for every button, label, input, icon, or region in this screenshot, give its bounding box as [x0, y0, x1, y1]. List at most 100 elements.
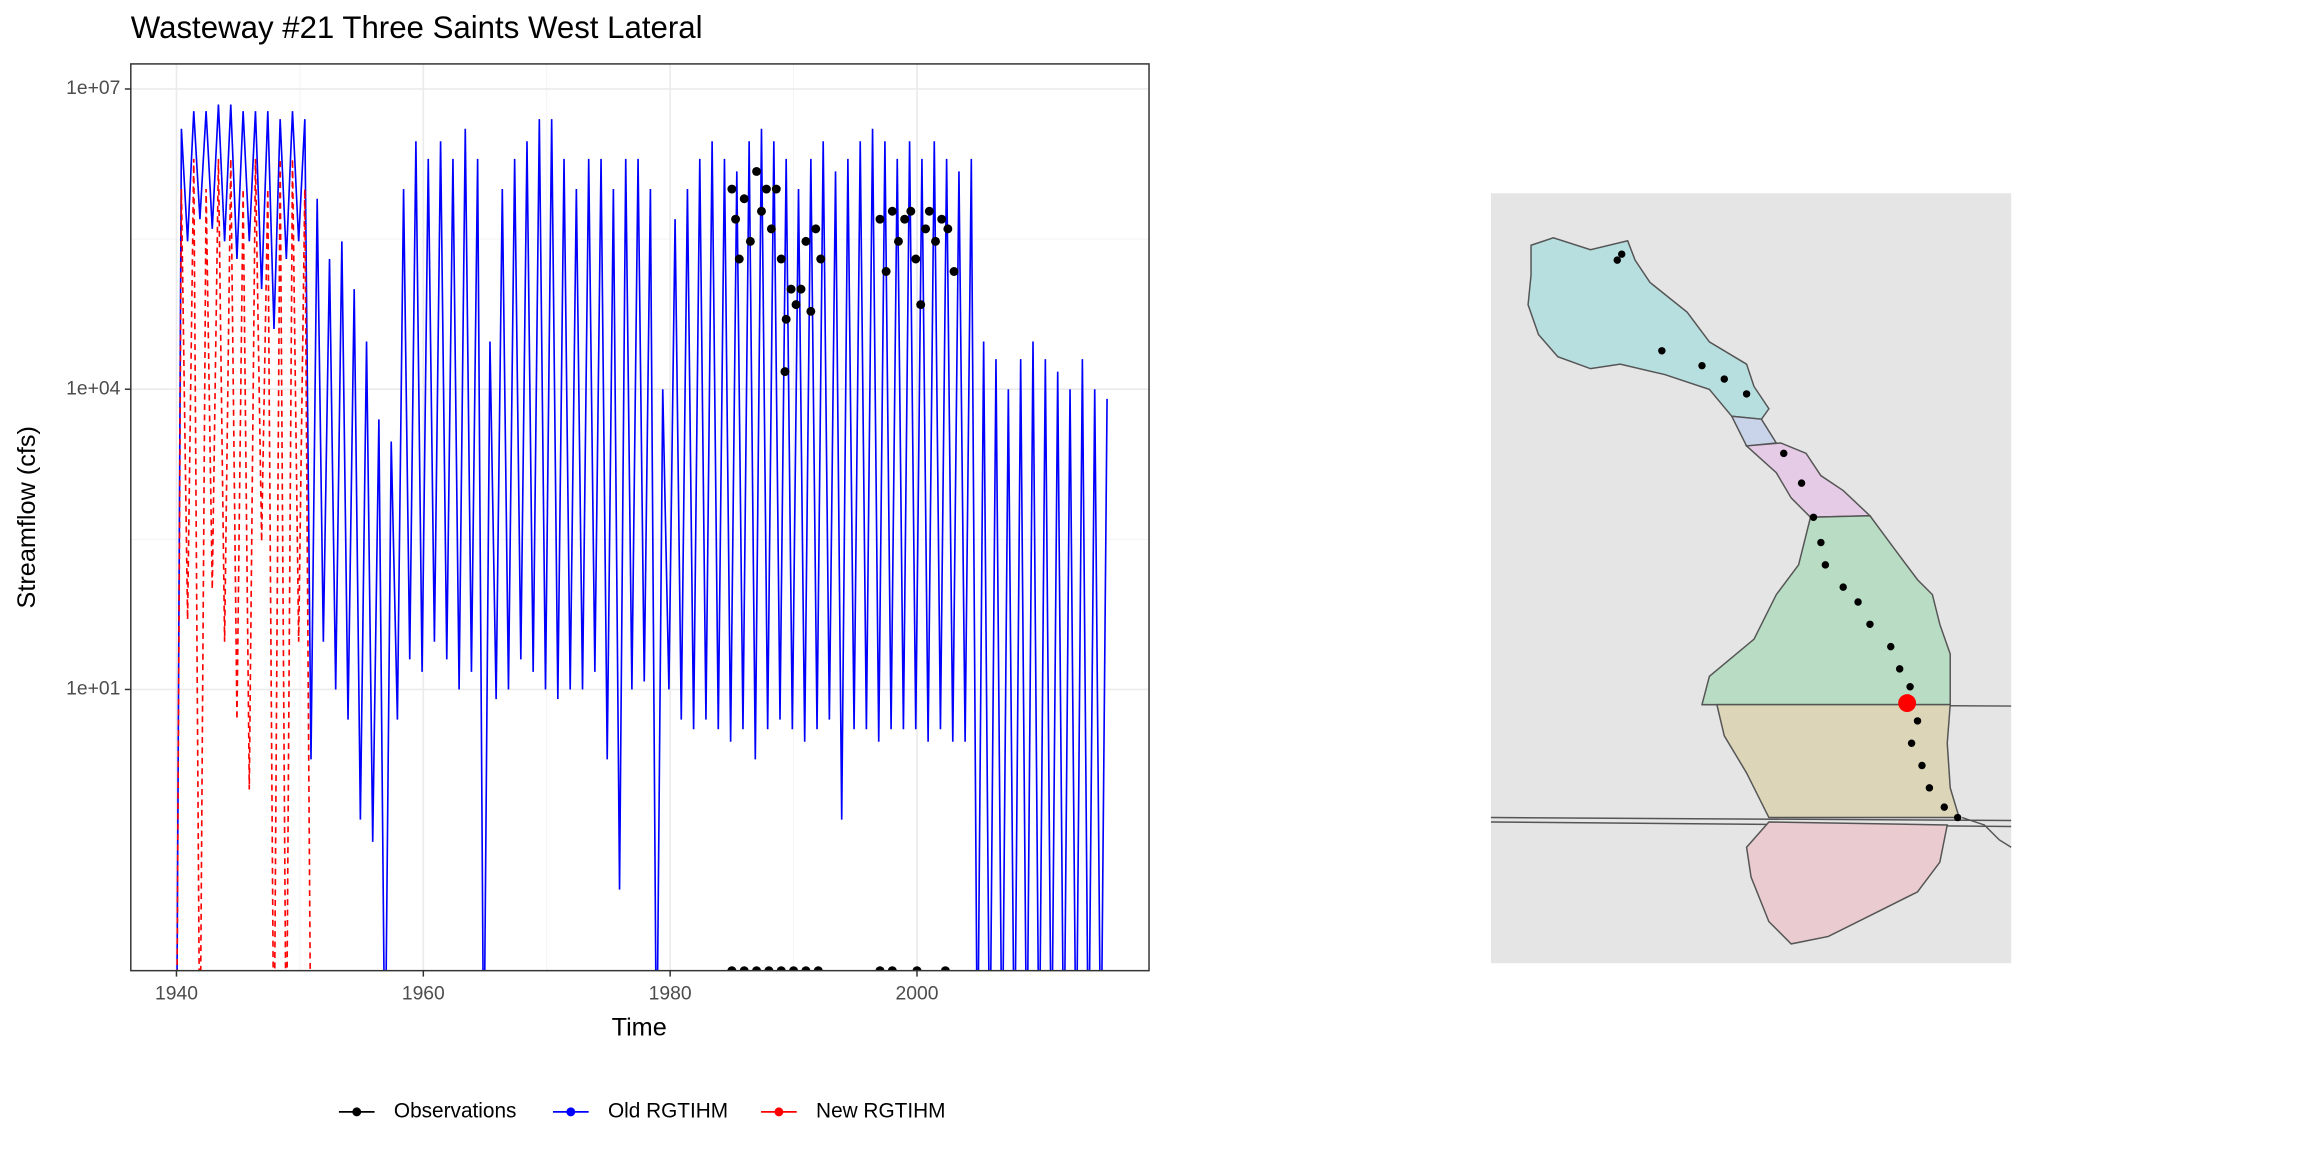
x-tick-label: 1960	[402, 984, 445, 1005]
observation-point	[900, 214, 910, 224]
map-station	[1809, 513, 1818, 522]
map-selected-station	[1898, 694, 1917, 713]
map-stations	[1613, 250, 1962, 822]
legend-label: Old RGTIHM	[608, 1099, 728, 1122]
observation-point	[911, 254, 921, 264]
map-station	[1854, 598, 1862, 606]
observation-point	[745, 236, 755, 246]
legend-label: New RGTIHM	[816, 1099, 945, 1122]
observation-point	[806, 306, 816, 316]
y-tick-label: 1e+07	[66, 78, 120, 99]
plot-area	[176, 104, 1108, 971]
observation-point	[924, 206, 934, 216]
map-station	[1698, 361, 1706, 370]
map-station	[1907, 739, 1916, 747]
observation-point	[875, 214, 885, 224]
observation-point	[916, 300, 926, 310]
series-line	[176, 104, 1108, 971]
x-tick-label: 2000	[896, 984, 939, 1005]
observation-point	[752, 166, 762, 176]
map-station	[1940, 803, 1948, 811]
observation-point	[739, 194, 749, 204]
y-axis-title: Streamflow (cfs)	[13, 426, 41, 608]
map-station	[1887, 642, 1895, 651]
observation-point	[894, 236, 903, 246]
observation-point	[766, 224, 776, 234]
x-tick-label: 1940	[155, 984, 198, 1005]
map-region	[1527, 237, 1770, 420]
observation-point	[791, 300, 801, 310]
observation-point	[943, 224, 953, 234]
axes: 1e+01 1e+04 1e+07 1940 1960 1980 2000	[66, 78, 938, 1004]
observation-point	[780, 367, 790, 377]
observation-point	[906, 206, 916, 216]
observation-point	[937, 214, 947, 224]
map-station	[1918, 761, 1926, 770]
observation-point	[796, 284, 806, 294]
map-station	[1866, 620, 1874, 629]
observation-point	[881, 267, 891, 276]
observation-point	[731, 214, 741, 224]
observation-point	[781, 314, 791, 324]
observation-point	[752, 966, 762, 971]
x-axis-title: Time	[612, 1013, 667, 1041]
map-station	[1742, 390, 1751, 398]
observation-point	[887, 206, 897, 216]
map-station	[1839, 583, 1847, 591]
legend: Observations Old RGTIHM New RGTIHM	[338, 1099, 945, 1122]
map-region	[1744, 442, 1872, 519]
observation-point	[813, 966, 823, 971]
observation-point	[776, 966, 786, 971]
map-station	[1817, 538, 1825, 547]
observation-point	[816, 254, 826, 264]
legend-key-point	[352, 1107, 362, 1117]
map-station	[1925, 784, 1934, 792]
y-tick-label: 1e+01	[66, 679, 120, 700]
observation-point	[757, 206, 766, 216]
map-region	[1701, 515, 1951, 706]
map-station	[1906, 683, 1914, 691]
observation-point	[727, 966, 737, 971]
observation-point	[786, 284, 796, 294]
observation-point	[764, 966, 774, 971]
map-region	[1745, 821, 1949, 945]
series-line	[176, 158, 311, 971]
observation-point	[921, 224, 931, 234]
legend-key-point	[566, 1107, 576, 1117]
observation-point	[875, 966, 885, 971]
map-station	[1953, 813, 1962, 822]
observation-point	[940, 966, 950, 971]
observation-point	[887, 966, 897, 971]
legend-key-point	[774, 1107, 784, 1117]
observation-point	[771, 184, 781, 194]
map	[1490, 193, 2012, 964]
observation-point	[734, 254, 744, 264]
observation-point	[789, 966, 799, 971]
chart-title: Wasteway #21 Three Saints West Lateral	[131, 10, 703, 45]
observation-point	[801, 236, 811, 246]
map-station	[1720, 375, 1728, 383]
legend-label: Observations	[394, 1099, 517, 1122]
x-tick-label: 1980	[649, 984, 692, 1005]
observation-point	[739, 966, 749, 971]
observation-point	[949, 267, 959, 276]
observation-point	[931, 236, 940, 246]
map-station	[1658, 347, 1666, 355]
map-station	[1613, 256, 1621, 264]
observation-point	[801, 966, 811, 971]
map-station	[1913, 717, 1922, 725]
map-station	[1780, 449, 1788, 458]
observation-point	[912, 966, 922, 971]
panel-border	[130, 63, 1150, 972]
map-station	[1797, 479, 1806, 487]
observation-point	[727, 184, 737, 194]
observation-point	[776, 254, 786, 264]
y-tick-label: 1e+04	[66, 378, 121, 399]
observation-point	[811, 224, 821, 234]
map-station	[1895, 665, 1904, 673]
map-boundary	[1490, 816, 2012, 822]
observation-point	[761, 184, 771, 194]
map-station	[1618, 250, 1626, 258]
map-station	[1821, 561, 1830, 569]
